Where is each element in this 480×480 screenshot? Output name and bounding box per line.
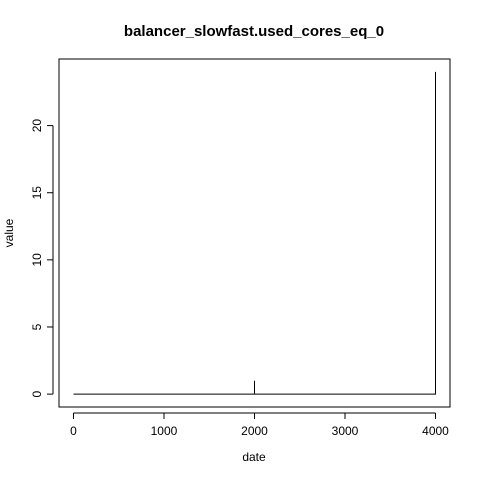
x-axis: 0 1000 2000 3000 4000 <box>70 412 449 438</box>
plot-frame <box>58 58 451 408</box>
x-tick-label: 2000 <box>241 424 268 438</box>
y-axis: 0 5 10 15 20 <box>30 119 54 397</box>
y-tick-label: 20 <box>30 119 44 133</box>
chart-title: balancer_slowfast.used_cores_eq_0 <box>124 23 384 40</box>
y-tick-label: 15 <box>30 186 44 200</box>
y-tick-label: 0 <box>30 390 44 397</box>
x-tick-label: 0 <box>70 424 77 438</box>
series-line <box>73 71 436 395</box>
x-tick-label: 3000 <box>332 424 359 438</box>
y-tick-label: 5 <box>30 323 44 330</box>
y-tick-label: 10 <box>30 253 44 267</box>
y-axis-label: value <box>2 218 16 247</box>
x-axis-label: date <box>242 450 266 464</box>
x-tick-label: 1000 <box>151 424 178 438</box>
x-tick-label: 4000 <box>422 424 449 438</box>
series-layer <box>73 71 436 395</box>
